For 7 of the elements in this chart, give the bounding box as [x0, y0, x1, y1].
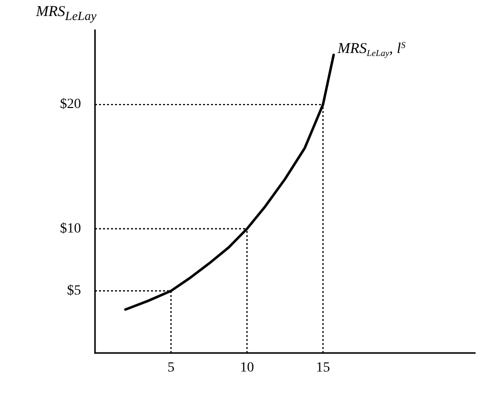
y-tick-label: $10: [60, 221, 81, 236]
y-axis-title: MRS$_{LeLay}$: [36, 4, 96, 24]
y-tick-label: $5: [67, 283, 81, 298]
x-tick-label: 15: [316, 360, 330, 376]
y-tick-label: $20: [60, 97, 81, 112]
x-tick-label: 5: [168, 360, 174, 376]
x-tick-label: 10: [240, 360, 254, 376]
